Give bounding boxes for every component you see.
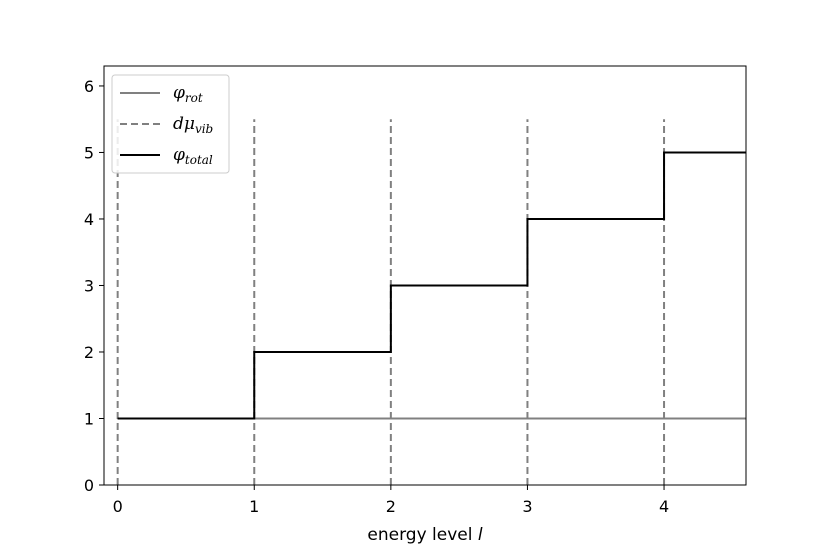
x-tick-label-3: 3 — [522, 497, 532, 516]
plot-frame — [103, 65, 747, 486]
y-tick-label-6: 6 — [84, 77, 94, 96]
y-tick-label-4: 4 — [84, 210, 94, 229]
plot-marks — [116, 119, 746, 485]
x-tick-label-4: 4 — [659, 497, 669, 516]
x-tick-label-0: 0 — [113, 497, 123, 516]
x-axis-label: energy level l — [367, 525, 482, 545]
y-tick-label-5: 5 — [84, 143, 94, 162]
y-tick-label-0: 0 — [84, 476, 94, 495]
y-tick-label-2: 2 — [84, 343, 94, 362]
y-tick-label-3: 3 — [84, 276, 94, 295]
legend-label-vib: dμvib — [173, 114, 213, 136]
legend-label-rot: φrot — [173, 83, 203, 105]
legend-box — [111, 74, 230, 174]
y-tick-label-1: 1 — [84, 409, 94, 428]
y-axis-ticks: 0 1 2 3 4 5 6 — [84, 77, 104, 495]
x-tick-label-2: 2 — [386, 497, 396, 516]
legend: φrot dμvib φtotal — [111, 74, 230, 174]
legend-label-total: φtotal — [173, 145, 213, 167]
x-axis-ticks: 0 1 2 3 4 — [113, 485, 669, 516]
series-phi-total-line — [117, 151, 746, 420]
x-tick-label-1: 1 — [249, 497, 259, 516]
